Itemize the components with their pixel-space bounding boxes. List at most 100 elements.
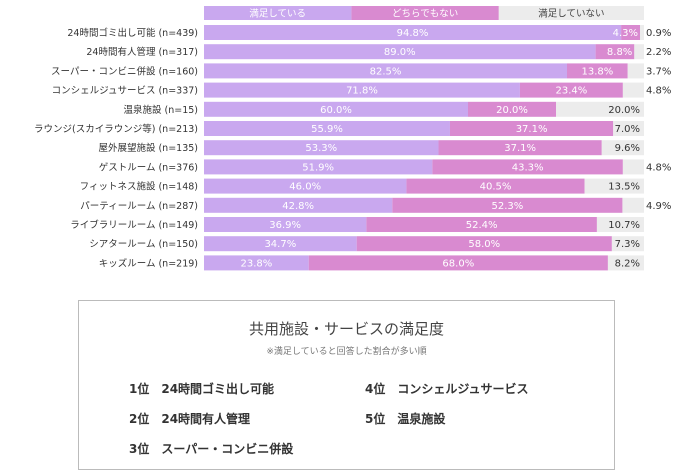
legend-label: どちらでもない bbox=[392, 9, 458, 20]
category-label: 温泉施設 (n=15) bbox=[123, 104, 198, 116]
data-label: 68.0% bbox=[442, 258, 474, 269]
category-label: ゲストルーム (n=376) bbox=[99, 161, 198, 173]
bar-segment bbox=[204, 44, 596, 60]
category-label: 24時間ゴミ出し可能 (n=439) bbox=[67, 27, 198, 39]
data-label: 4.8% bbox=[646, 86, 671, 97]
rank-item: 1位 24時間ゴミ出し可能 bbox=[129, 380, 274, 397]
data-label: 4.3% bbox=[613, 28, 638, 39]
rank-position: 2位 bbox=[129, 412, 150, 426]
data-label: 58.0% bbox=[468, 239, 500, 250]
bar-segment bbox=[204, 217, 367, 232]
data-label: 7.0% bbox=[615, 124, 640, 135]
data-label: 53.3% bbox=[305, 143, 337, 154]
rank-name: 温泉施設 bbox=[397, 412, 446, 426]
category-label: コンシェルジュサービス (n=337) bbox=[52, 86, 198, 97]
rank-name: スーパー・コンビニ併設 bbox=[161, 442, 294, 456]
data-label: 23.8% bbox=[240, 258, 272, 269]
bar-segment bbox=[595, 44, 635, 60]
category-label: パーティールーム (n=287) bbox=[80, 201, 198, 212]
bar-segment bbox=[204, 197, 393, 213]
bar-segment bbox=[622, 82, 644, 98]
bar-segment bbox=[204, 25, 622, 40]
bar-segment bbox=[204, 63, 567, 79]
legend-swatch bbox=[351, 6, 499, 20]
bar-segment bbox=[406, 178, 585, 194]
bar-segment bbox=[204, 101, 468, 117]
bar-segment bbox=[634, 44, 644, 60]
rank-name: コンシェルジュサービス bbox=[397, 382, 529, 396]
category-label: シアタールーム (n=150) bbox=[89, 239, 198, 250]
category-label: 24時間有人管理 (n=317) bbox=[86, 46, 198, 58]
bar-segment bbox=[556, 101, 644, 117]
rank-item: 2位 24時間有人管理 bbox=[129, 410, 250, 427]
data-label: 23.4% bbox=[556, 86, 588, 97]
data-label: 55.9% bbox=[311, 124, 343, 135]
data-label: 42.8% bbox=[282, 201, 314, 212]
legend-swatch bbox=[498, 6, 644, 20]
bar-segment bbox=[204, 159, 433, 175]
bar-segment bbox=[622, 159, 644, 175]
data-label: 0.9% bbox=[646, 28, 671, 39]
data-label: 52.4% bbox=[466, 220, 498, 231]
rank-item: 4位 コンシェルジュサービス bbox=[365, 380, 529, 397]
bar-segment bbox=[204, 121, 450, 136]
bar-segment bbox=[308, 255, 608, 271]
legend-swatch bbox=[204, 6, 352, 20]
category-label: フィットネス施設 (n=148) bbox=[80, 181, 198, 193]
data-label: 94.8% bbox=[397, 28, 429, 39]
data-label: 82.5% bbox=[370, 66, 402, 77]
data-label: 40.5% bbox=[480, 182, 512, 193]
category-label: スーパー・コンビニ併設 (n=160) bbox=[51, 65, 198, 77]
bar-segment bbox=[204, 178, 407, 194]
bar-segment bbox=[204, 82, 520, 98]
data-label: 8.2% bbox=[615, 258, 640, 269]
bar-segment bbox=[204, 140, 439, 156]
data-label: 2.2% bbox=[646, 47, 671, 58]
rank-position: 3位 bbox=[129, 442, 150, 456]
rank-position: 4位 bbox=[365, 382, 386, 396]
summary-title: 共用施設・サービスの満足度 bbox=[248, 320, 444, 338]
data-label: 8.8% bbox=[607, 47, 632, 58]
data-label: 4.9% bbox=[646, 201, 671, 212]
data-label: 46.0% bbox=[289, 182, 321, 193]
data-label: 20.0% bbox=[496, 105, 528, 116]
category-label: キッズルーム (n=219) bbox=[99, 257, 198, 269]
category-label: ライブラリールーム (n=149) bbox=[70, 219, 198, 231]
summary-note: ※満足していると回答した割合が多い順 bbox=[266, 347, 427, 357]
data-label: 9.6% bbox=[615, 143, 640, 154]
data-label: 10.7% bbox=[608, 220, 640, 231]
bar-segment bbox=[622, 197, 644, 213]
satisfaction-summary-box: 共用施設・サービスの満足度 ※満足していると回答した割合が多い順 1位 24時間ゴ… bbox=[78, 300, 615, 470]
rank-position: 1位 bbox=[129, 382, 150, 396]
data-label: 13.5% bbox=[608, 182, 640, 193]
stacked-bar-chart: 満足している どちらでもない 満足していない 24時間ゴミ出し可能 (n=439) 94… bbox=[34, 6, 671, 271]
data-label: 37.1% bbox=[504, 143, 536, 154]
bar-segment bbox=[596, 217, 644, 232]
bar-segment bbox=[627, 63, 644, 79]
category-label: ラウンジ(スカイラウンジ等) (n=213) bbox=[34, 123, 198, 135]
data-label: 52.3% bbox=[491, 201, 523, 212]
rank-name: 24時間有人管理 bbox=[161, 412, 251, 426]
bar-segment bbox=[438, 140, 602, 156]
data-label: 34.7% bbox=[264, 239, 296, 250]
rank-position: 5位 bbox=[365, 412, 386, 426]
rank-item: 3位 スーパー・コンビニ併設 bbox=[129, 440, 293, 457]
rank-name: 24時間ゴミ出し可能 bbox=[161, 382, 275, 396]
bar-segment bbox=[621, 25, 641, 40]
bar-segment bbox=[468, 101, 556, 117]
bar-segment bbox=[584, 178, 644, 194]
data-label: 13.8% bbox=[581, 66, 613, 77]
data-label: 43.3% bbox=[512, 162, 544, 173]
bar-segment bbox=[204, 236, 357, 252]
legend-label: 満足していない bbox=[538, 9, 604, 20]
rank-item: 5位 温泉施設 bbox=[365, 410, 445, 427]
bar-segment bbox=[356, 236, 612, 252]
legend-label: 満足している bbox=[249, 9, 306, 20]
data-label: 4.8% bbox=[646, 162, 671, 173]
bar-segment bbox=[613, 121, 644, 136]
data-label: 7.3% bbox=[615, 239, 640, 250]
data-label: 89.0% bbox=[384, 47, 416, 58]
data-label: 71.8% bbox=[346, 86, 378, 97]
bar-segment bbox=[567, 63, 628, 79]
bar-segment bbox=[611, 236, 644, 252]
